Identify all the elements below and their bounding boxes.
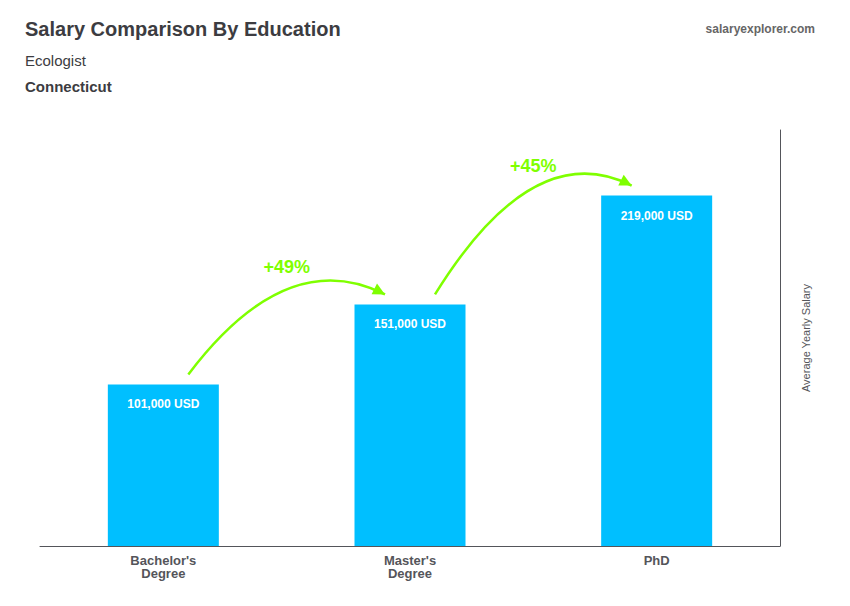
svg-text:Bachelor's: Bachelor's [130, 553, 197, 568]
svg-text:Average Yearly Salary: Average Yearly Salary [800, 283, 812, 392]
svg-text:Master's: Master's [383, 553, 437, 568]
svg-text:Degree: Degree [388, 566, 432, 581]
svg-text:Connecticut: Connecticut [25, 78, 112, 95]
svg-text:+49%: +49% [263, 257, 310, 277]
svg-text:219,000 USD: 219,000 USD [621, 209, 693, 223]
svg-text:151,000 USD: 151,000 USD [374, 317, 446, 331]
svg-text:salaryexplorer.com: salaryexplorer.com [706, 22, 815, 36]
svg-text:+45%: +45% [510, 156, 557, 176]
svg-text:PhD: PhD [644, 553, 670, 568]
svg-text:Ecologist: Ecologist [25, 52, 87, 69]
svg-text:Salary Comparison By Education: Salary Comparison By Education [25, 18, 341, 40]
svg-text:101,000 USD: 101,000 USD [127, 397, 199, 411]
svg-text:Degree: Degree [141, 566, 185, 581]
